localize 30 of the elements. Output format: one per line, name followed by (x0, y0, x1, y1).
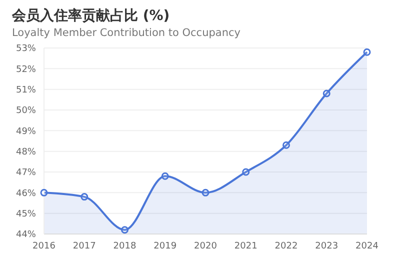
y-tick-label: 51% (16, 86, 36, 96)
y-tick-label: 46% (16, 188, 36, 199)
y-tick-label: 49% (16, 126, 36, 137)
x-tick-label: 2017 (72, 241, 96, 252)
y-tick-label: 48% (16, 148, 36, 158)
point (322, 90, 330, 98)
y-tick-label: 44% (16, 230, 36, 240)
chart-title: 会员入住率贡献占比 (%) (11, 8, 171, 25)
x-tick-label: 2020 (194, 241, 218, 252)
point (161, 172, 169, 180)
x-tick-label: 2022 (274, 241, 298, 252)
point (242, 168, 250, 176)
point (202, 188, 210, 196)
y-tick-label: 50% (16, 106, 36, 116)
x-tick-label: 2019 (154, 241, 177, 252)
x-tick-label: 2016 (32, 241, 56, 252)
point (121, 226, 128, 234)
x-tick-label: 2023 (315, 241, 338, 252)
point (282, 141, 290, 149)
point (363, 48, 371, 56)
x-tick-label: 2024 (356, 241, 379, 252)
y-tick-label: 52% (16, 64, 36, 75)
x-tick-label: 2021 (234, 241, 258, 252)
y-tick-label: 47% (16, 168, 36, 178)
chart-subtitle: Loyalty Member Contribution to Occupancy (11, 27, 242, 40)
point (40, 188, 48, 196)
y-tick-label: 45% (16, 210, 36, 220)
y-tick-label: 53% (16, 44, 36, 54)
point (80, 193, 88, 201)
x-tick-label: 2018 (113, 241, 136, 252)
